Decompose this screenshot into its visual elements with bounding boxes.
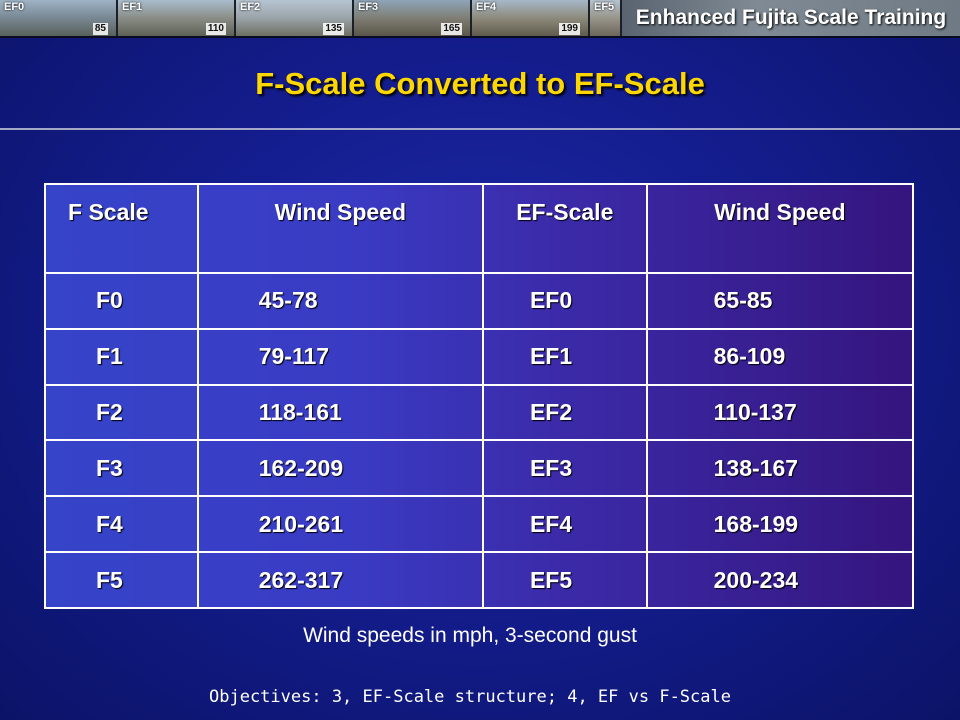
conversion-table: F Scale Wind Speed EF-Scale Wind Speed F…: [44, 183, 915, 609]
thumb-value: 165: [441, 23, 462, 35]
table-cell: EF4: [481, 495, 648, 554]
table-cell: 200-234: [645, 551, 915, 609]
table-row: F3 162-209 EF3 138-167: [44, 439, 915, 498]
table-cell: F5: [44, 551, 199, 609]
table-cell: 138-167: [645, 439, 915, 498]
table-cell: 162-209: [196, 439, 484, 498]
thumb-value: 199: [559, 23, 580, 35]
table-cell: 168-199: [645, 495, 915, 554]
table-cell: 86-109: [645, 327, 915, 386]
table-row: F4 210-261 EF4 168-199: [44, 495, 915, 554]
table-row: F0 45-78 EF0 65-85: [44, 272, 915, 330]
thumb-label: EF5: [594, 1, 615, 13]
thumb-label: EF0: [4, 1, 25, 13]
thumb-label: EF1: [122, 1, 143, 13]
table-cell: F0: [44, 272, 199, 330]
table-cell: 79-117: [196, 327, 484, 386]
units-note: Wind speeds in mph, 3-second gust: [303, 624, 637, 647]
table-cell: EF5: [481, 551, 648, 609]
table-cell: 210-261: [196, 495, 484, 554]
table-cell: EF3: [481, 439, 648, 498]
table-header-row: F Scale Wind Speed EF-Scale Wind Speed: [44, 183, 915, 274]
table-cell: EF1: [481, 327, 648, 386]
column-header-ef-wind-speed: Wind Speed: [645, 183, 915, 274]
table-cell: 110-137: [645, 383, 915, 442]
banner-thumb-ef3: EF3 165: [354, 0, 472, 36]
banner-title: Enhanced Fujita Scale Training: [635, 6, 947, 29]
table-cell: 65-85: [645, 272, 915, 330]
thumb-label: EF2: [240, 1, 261, 13]
table-cell: EF2: [481, 383, 648, 442]
banner-title-area: Enhanced Fujita Scale Training: [622, 0, 960, 36]
column-header-f-wind-speed: Wind Speed: [196, 183, 484, 274]
thumb-value: 110: [205, 23, 226, 35]
table-cell: F4: [44, 495, 199, 554]
thumb-value: 85: [92, 23, 108, 35]
thumb-value: 135: [323, 23, 344, 35]
banner-thumb-ef5: EF5: [590, 0, 622, 36]
table-row: F1 79-117 EF1 86-109: [44, 327, 915, 386]
banner-thumb-ef0: EF0 85: [0, 0, 118, 36]
banner-thumb-ef1: EF1 110: [118, 0, 236, 36]
banner-thumb-ef4: EF4 199: [472, 0, 590, 36]
table-cell: F1: [44, 327, 199, 386]
column-header-ef-scale: EF-Scale: [481, 183, 648, 274]
banner-thumb-ef2: EF2 135: [236, 0, 354, 36]
thumb-label: EF3: [358, 1, 379, 13]
table-row: F2 118-161 EF2 110-137: [44, 383, 915, 442]
table-cell: F2: [44, 383, 199, 442]
page-title: F-Scale Converted to EF-Scale: [255, 66, 705, 101]
objectives-text: Objectives: 3, EF-Scale structure; 4, EF…: [209, 687, 731, 707]
column-header-f-scale: F Scale: [44, 183, 199, 274]
table-cell: 262-317: [196, 551, 484, 609]
table-cell: F3: [44, 439, 199, 498]
conversion-table-container: F Scale Wind Speed EF-Scale Wind Speed F…: [44, 183, 915, 609]
table-cell: 118-161: [196, 383, 484, 442]
table-cell: EF0: [481, 272, 648, 330]
title-divider: [0, 128, 960, 130]
header-banner: EF0 85 EF1 110 EF2 135 EF3 165 EF4 199 E…: [0, 0, 960, 38]
thumb-label: EF4: [476, 1, 497, 13]
table-cell: 45-78: [196, 272, 484, 330]
table-row: F5 262-317 EF5 200-234: [44, 551, 915, 609]
